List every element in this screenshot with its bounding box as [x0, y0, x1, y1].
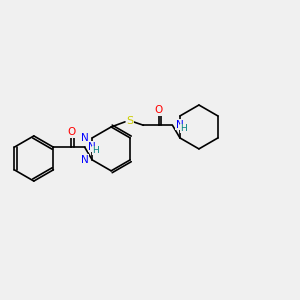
- Text: N: N: [81, 133, 89, 143]
- Text: N: N: [88, 142, 96, 152]
- Text: H: H: [180, 124, 187, 133]
- Text: O: O: [67, 128, 75, 137]
- Text: H: H: [92, 146, 99, 155]
- Text: O: O: [155, 105, 163, 116]
- Text: N: N: [81, 155, 89, 165]
- Text: N: N: [176, 120, 184, 130]
- Text: S: S: [127, 116, 134, 126]
